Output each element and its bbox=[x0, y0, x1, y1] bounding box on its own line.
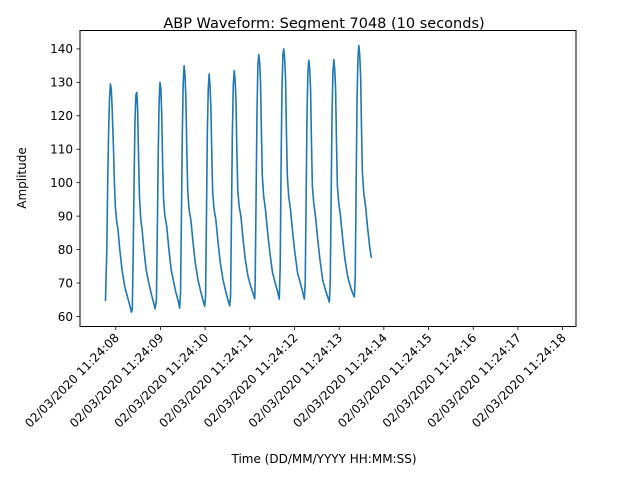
plot-frame bbox=[79, 30, 577, 327]
abp-series-line bbox=[104, 44, 373, 313]
y-tick-label: 120 bbox=[50, 109, 73, 123]
x-axis-title: Time (DD/MM/YYYY HH:MM:SS) bbox=[230, 452, 416, 466]
chart-title: ABP Waveform: Segment 7048 (10 seconds) bbox=[163, 16, 484, 32]
plot-area bbox=[79, 30, 577, 327]
y-tick-label: 90 bbox=[58, 209, 73, 223]
y-tick-label: 130 bbox=[50, 76, 73, 90]
y-tick-label: 140 bbox=[50, 42, 73, 56]
y-tick-label: 110 bbox=[50, 143, 73, 157]
y-tick-label: 100 bbox=[50, 176, 73, 190]
y-tick-label: 70 bbox=[58, 276, 73, 290]
y-tick-label: 60 bbox=[58, 310, 73, 324]
y-axis-title: Amplitude bbox=[15, 147, 29, 209]
y-axis: 60 70 80 90 100 110 120 130 140 bbox=[50, 42, 80, 324]
y-tick-label: 80 bbox=[58, 243, 73, 257]
